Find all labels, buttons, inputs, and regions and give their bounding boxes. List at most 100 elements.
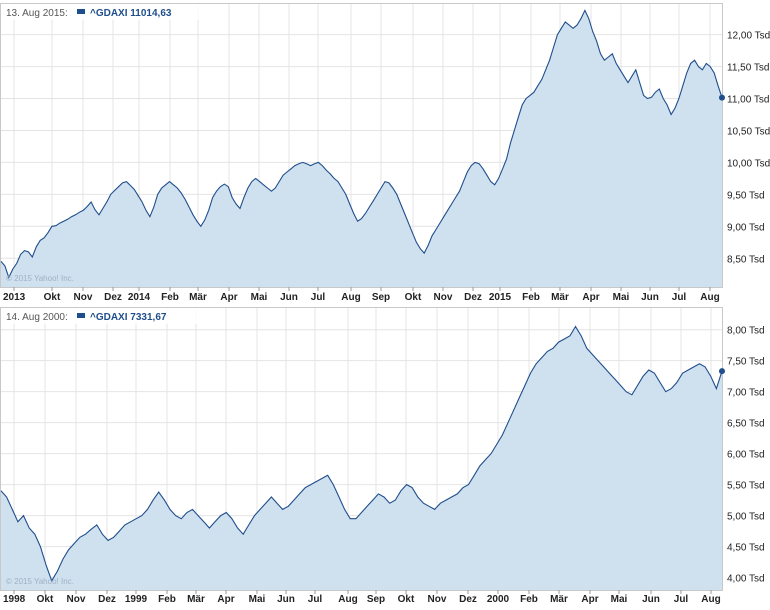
data-point xyxy=(467,483,470,486)
x-tick-label: Nov xyxy=(428,594,447,605)
data-point xyxy=(419,247,422,250)
data-point xyxy=(647,369,650,372)
data-point xyxy=(607,56,610,59)
data-point xyxy=(411,231,414,234)
x-tick-label: Jul xyxy=(308,594,323,605)
data-point xyxy=(377,492,380,495)
data-point xyxy=(630,75,633,78)
data-point xyxy=(54,224,57,227)
data-point xyxy=(86,205,89,208)
data-point xyxy=(462,180,465,183)
data-point xyxy=(478,465,481,468)
data-point xyxy=(658,88,661,91)
data-point xyxy=(371,499,374,502)
data-point xyxy=(297,162,300,165)
data-point xyxy=(399,489,402,492)
data-point xyxy=(388,502,391,505)
data-point xyxy=(309,483,312,486)
price-line xyxy=(0,9,723,279)
data-point xyxy=(305,162,308,165)
data-point xyxy=(145,209,148,212)
data-point xyxy=(169,508,172,511)
data-point xyxy=(583,9,586,12)
data-point xyxy=(141,201,144,204)
data-point xyxy=(529,94,532,97)
y-tick-label: 5,50 Tsd xyxy=(727,481,765,492)
data-point xyxy=(485,174,488,177)
data-point xyxy=(202,520,205,523)
x-tick-label: Apr xyxy=(581,594,598,605)
x-tick-label: Mär xyxy=(189,292,207,303)
legend-date: 14. Aug 2000: xyxy=(6,312,68,323)
data-point xyxy=(105,201,108,204)
data-point xyxy=(184,198,187,201)
data-point xyxy=(282,174,285,177)
data-point xyxy=(433,508,436,511)
legend-series[interactable]: ^GDAXI 11014,63 xyxy=(90,8,172,19)
data-point xyxy=(591,30,594,33)
data-point xyxy=(715,387,718,390)
data-point xyxy=(133,188,136,191)
x-tick-label: Mai xyxy=(611,594,628,605)
data-point xyxy=(28,527,31,530)
x-tick-label: 2015 xyxy=(489,292,512,303)
data-point xyxy=(636,384,639,387)
x-tick-label: Aug xyxy=(700,292,719,303)
data-point xyxy=(172,183,175,186)
data-point xyxy=(276,502,279,505)
x-tick-label: 1998 xyxy=(3,594,26,605)
y-axis-ticks: 8,50 Tsd 9,00 Tsd 9,50 Tsd 10,00 Tsd 10,50 T… xyxy=(727,31,770,266)
data-point xyxy=(113,189,116,192)
y-tick-label: 11,00 Tsd xyxy=(727,95,769,106)
data-point xyxy=(529,372,532,375)
data-point xyxy=(364,212,367,215)
x-tick-label: Okt xyxy=(37,594,54,605)
data-point xyxy=(697,65,700,68)
data-point xyxy=(698,362,701,365)
data-point xyxy=(407,222,410,225)
data-point xyxy=(422,502,425,505)
legend-series[interactable]: ^GDAXI 7331,67 xyxy=(90,312,167,323)
data-point xyxy=(152,206,155,209)
data-point xyxy=(608,372,611,375)
data-point xyxy=(343,508,346,511)
data-point xyxy=(360,217,363,220)
data-point xyxy=(262,183,265,186)
data-point xyxy=(185,511,188,514)
chart-panel-1998-2000: 14. Aug 2000: ^GDAXI 7331,67 © 2015 Yaho… xyxy=(0,307,765,605)
data-point xyxy=(427,244,430,247)
data-point xyxy=(454,196,457,199)
data-point xyxy=(33,533,36,536)
data-point xyxy=(445,499,448,502)
last-price-marker[interactable] xyxy=(719,94,725,101)
data-point xyxy=(298,492,301,495)
x-tick-label: Dez xyxy=(459,594,477,605)
data-point xyxy=(101,207,104,210)
x-tick-label: Sep xyxy=(367,594,385,605)
data-point xyxy=(340,187,343,190)
data-point xyxy=(395,193,398,196)
data-point xyxy=(518,396,521,399)
data-point xyxy=(580,334,583,337)
data-point xyxy=(207,209,210,212)
y-tick-label: 6,50 Tsd xyxy=(727,419,765,430)
data-point xyxy=(157,491,160,494)
data-point xyxy=(266,187,269,190)
data-point xyxy=(274,187,277,190)
data-point xyxy=(90,528,93,531)
data-point xyxy=(253,514,256,517)
data-point xyxy=(270,190,273,193)
data-point xyxy=(47,231,50,234)
x-tick-label: Feb xyxy=(161,292,179,303)
data-point xyxy=(560,27,563,30)
data-point xyxy=(435,228,438,231)
data-point xyxy=(642,375,645,378)
data-point xyxy=(101,533,104,536)
data-point xyxy=(642,94,645,97)
data-point xyxy=(634,68,637,71)
data-point xyxy=(482,167,485,170)
x-tick-label: Jun xyxy=(277,594,295,605)
data-point xyxy=(39,545,42,548)
last-price-marker[interactable] xyxy=(719,368,725,375)
data-point xyxy=(15,262,18,265)
